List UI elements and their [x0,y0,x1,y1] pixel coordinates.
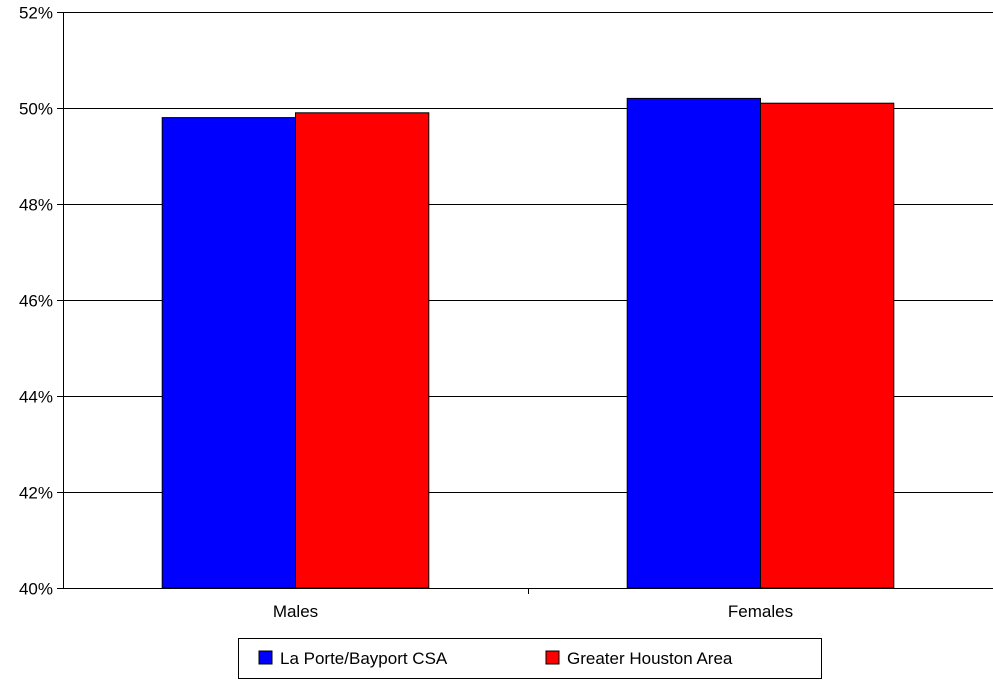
axes [57,12,993,594]
legend-swatch [545,650,560,665]
bar [295,112,430,589]
y-tick-label: 42% [19,484,53,503]
y-tick-label: 40% [19,580,53,599]
x-tick-labels: Males Females [273,602,793,621]
y-tick-labels: 40% 42% 44% 46% 48% 50% 52% [19,4,53,599]
x-tick-label: Females [728,602,793,621]
legend-label: La Porte/Bayport CSA [280,649,448,668]
y-tick-label: 50% [19,100,53,119]
y-tick-label: 52% [19,4,53,23]
y-tick-label: 44% [19,388,53,407]
x-tick-label: Males [273,602,318,621]
y-tick-label: 46% [19,292,53,311]
bars [161,97,895,589]
bar [626,97,762,589]
legend: La Porte/Bayport CSA Greater Houston Area [238,638,822,679]
y-tick-label: 48% [19,196,53,215]
bar [161,117,296,589]
bar [760,102,895,589]
legend-swatch [258,650,273,665]
legend-label: Greater Houston Area [567,649,733,668]
